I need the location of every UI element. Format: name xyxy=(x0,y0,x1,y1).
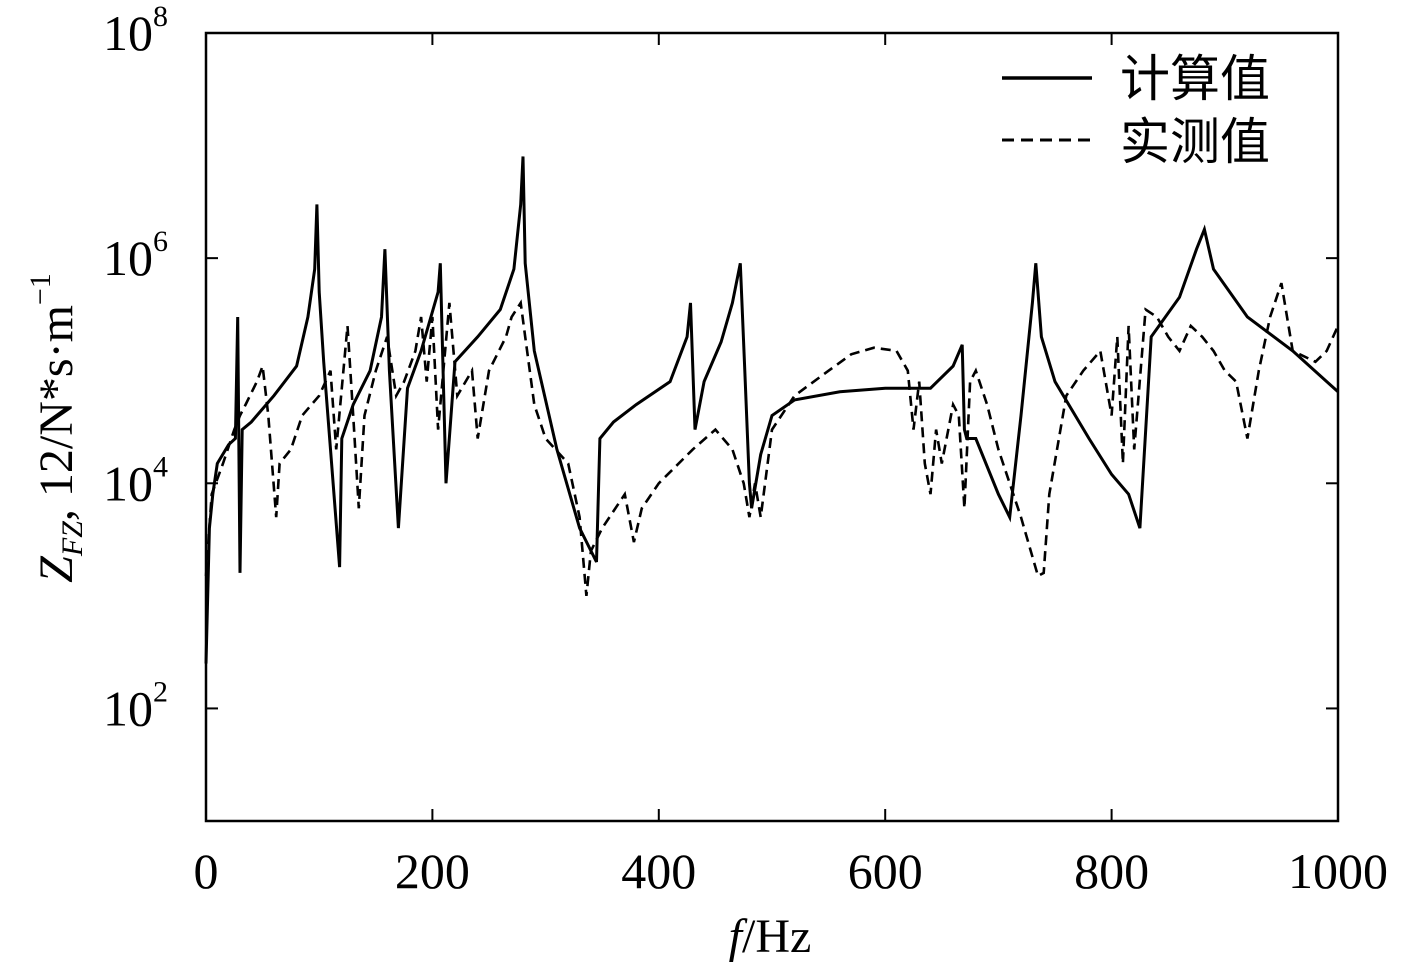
x-tick-label: 400 xyxy=(621,843,696,899)
y-tick-label: 104 xyxy=(103,450,168,511)
legend-label-calculated: 计算值 xyxy=(1120,50,1270,108)
y-axis-label: ZFZ, 12/N*s·m−1 xyxy=(24,273,89,583)
x-tick-label: 200 xyxy=(395,843,470,899)
x-tick-label: 0 xyxy=(194,843,219,899)
legend: 计算值 实测值 xyxy=(1002,50,1270,171)
series-line-calculated xyxy=(204,156,1340,664)
plot-frame xyxy=(204,31,1340,823)
ticks-layer: 0 200 400 600 800 1000 102 104 106 108 xyxy=(103,0,1388,899)
legend-label-measured: 实测值 xyxy=(1120,113,1270,171)
x-tick-label: 1000 xyxy=(1288,843,1388,899)
x-tick-label: 600 xyxy=(848,843,923,899)
series-line-measured xyxy=(204,282,1340,597)
x-tick-label: 800 xyxy=(1074,843,1149,899)
y-tick-label: 106 xyxy=(103,225,168,286)
y-tick-label: 102 xyxy=(103,675,168,736)
y-tick-label: 108 xyxy=(103,0,168,61)
series-layer xyxy=(204,156,1340,664)
x-axis-label: f/Hz xyxy=(729,910,812,963)
